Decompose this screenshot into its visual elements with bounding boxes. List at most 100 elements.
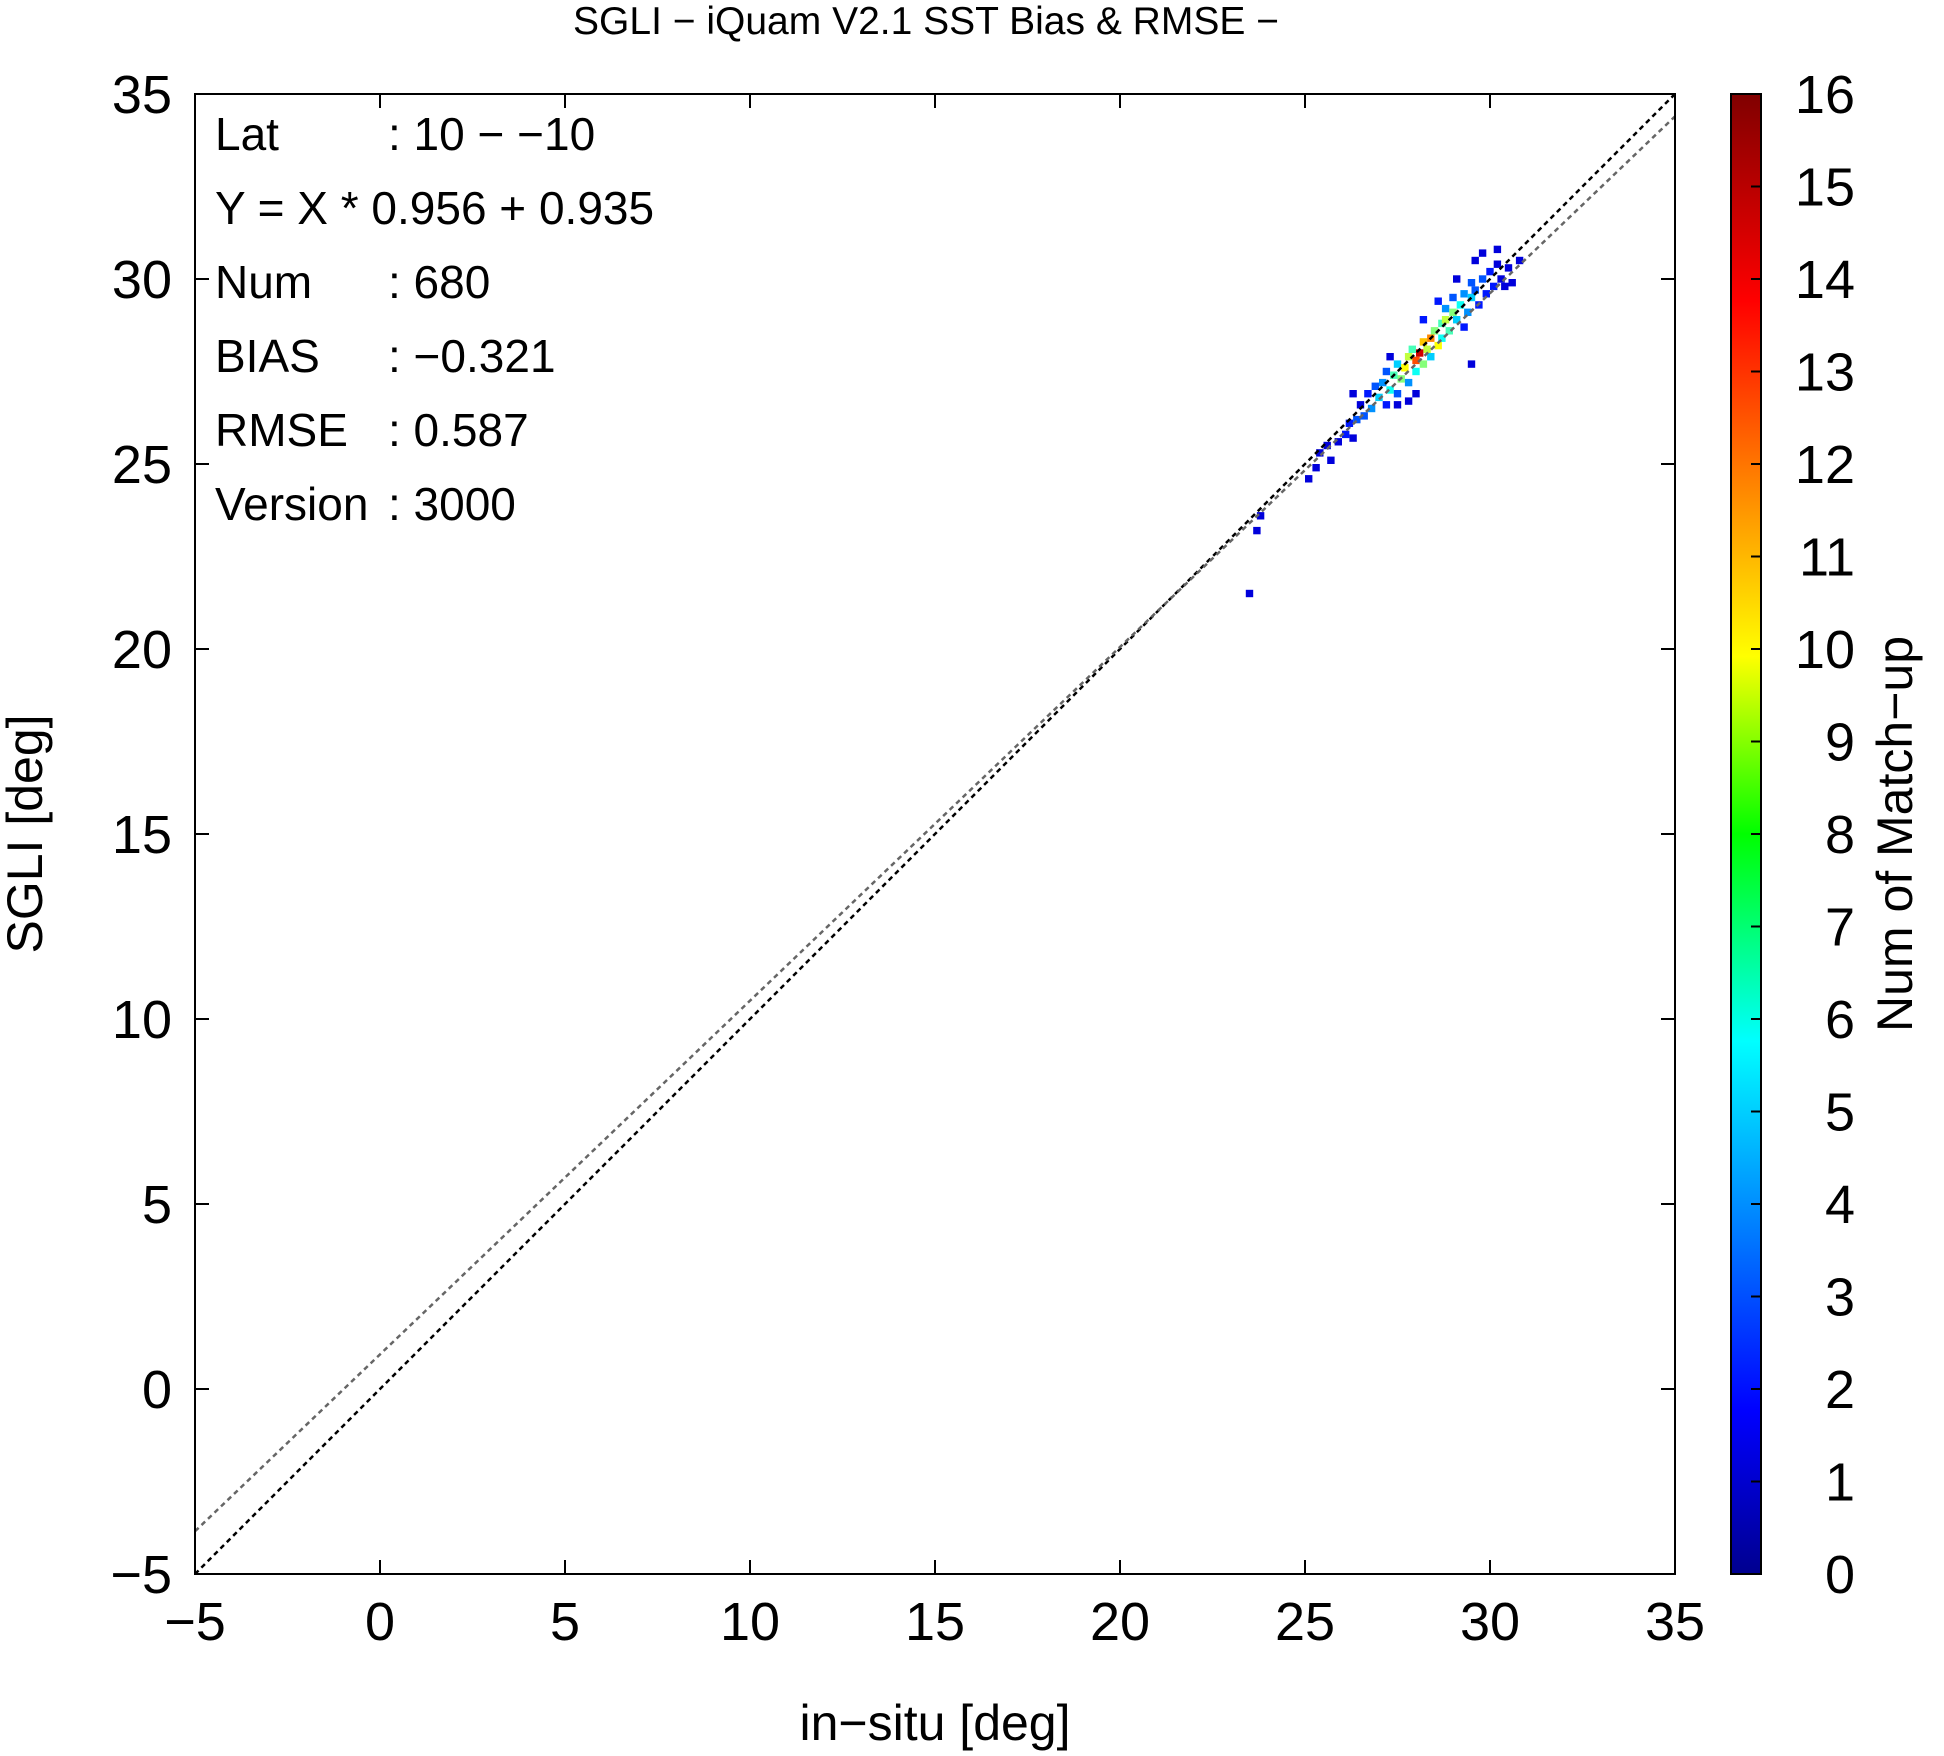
colorbar-tick-label: 6 (1825, 990, 1855, 1050)
stats-label: Lat (215, 108, 279, 160)
heatmap-cell (1342, 430, 1350, 439)
heatmap-cell (1427, 353, 1435, 361)
heatmap-cell (1349, 434, 1357, 442)
heatmap-cell (1375, 393, 1383, 402)
reference-lines (194, 93, 1676, 1575)
colorbar-tick-label: 12 (1795, 435, 1855, 495)
heatmap-cell (1393, 390, 1402, 398)
heatmap-cell (1349, 390, 1357, 398)
y-tick-label: 20 (112, 620, 172, 680)
colorbar-label: Num of Match−up (1867, 636, 1923, 1032)
heatmap-cell (1441, 304, 1450, 313)
heatmap-cell (1416, 349, 1424, 357)
heatmap-cell (1412, 367, 1420, 376)
x-tick-label: −5 (164, 1592, 226, 1652)
heatmap-cell (1456, 301, 1465, 309)
heatmap-cell (1386, 386, 1394, 394)
heatmap-cell (1393, 360, 1402, 368)
colorbar-tick-label: 7 (1825, 898, 1855, 958)
heatmap-cell (1379, 378, 1387, 387)
heatmap-cell (1493, 245, 1502, 254)
heatmap-cell (1464, 308, 1472, 316)
colorbar-tick-label: 5 (1825, 1083, 1855, 1143)
y-tick-label: 15 (112, 805, 172, 865)
heatmap-cell (1449, 293, 1457, 302)
colorbar-tick-label: 0 (1825, 1545, 1855, 1605)
x-tick-label: 0 (365, 1592, 395, 1652)
heatmap-cell (1423, 345, 1431, 353)
heatmap-cell (1490, 282, 1498, 291)
heatmap-cell (1419, 338, 1428, 346)
colorbar-tick-label: 11 (1799, 528, 1855, 588)
heatmap-cell (1367, 404, 1376, 413)
y-tick-label: 30 (112, 250, 172, 310)
y-tick-label: 10 (112, 990, 172, 1050)
heatmap-cell (1493, 260, 1502, 268)
heatmap-cell (1316, 449, 1324, 457)
heatmap-cell (1430, 327, 1439, 335)
y-axis: −5 0 5 10 15 20 25 30 35 (110, 65, 1675, 1605)
heatmap-cell (1445, 327, 1453, 335)
heatmap-cell (1312, 464, 1320, 472)
colorbar-tick-label: 9 (1825, 713, 1855, 773)
heatmap-cell (1323, 441, 1331, 450)
heatmap-cell (1253, 526, 1261, 535)
heatmap-cell (1360, 412, 1368, 420)
heatmap-cell (1504, 264, 1513, 272)
heatmap-cell (1441, 316, 1450, 324)
heatmap-cell (1471, 256, 1479, 265)
y-tick-label: 25 (112, 435, 172, 495)
heatmap-cell (1467, 293, 1476, 302)
x-tick-label: 10 (720, 1592, 780, 1652)
stats-value: : 680 (388, 256, 490, 308)
x-tick-label: 5 (550, 1592, 580, 1652)
heatmap-cell (1467, 360, 1476, 368)
colorbar-tick-label: 10 (1795, 620, 1855, 680)
heatmap-cell (1453, 275, 1461, 283)
heatmap-cell (1434, 297, 1442, 305)
heatmap-cell (1382, 401, 1391, 409)
heatmap-cell (1412, 390, 1420, 398)
heatmap-cell (1245, 589, 1254, 598)
y-axis-label: SGLI [deg] (0, 714, 53, 953)
stats-label: Num (215, 256, 312, 308)
colorbar-tick-label: 3 (1825, 1268, 1855, 1328)
heatmap-cell (1353, 415, 1361, 424)
heatmap-cell (1482, 290, 1490, 298)
heatmap-cell (1434, 341, 1442, 350)
colorbar-tick-label: 16 (1795, 65, 1855, 125)
stats-label: Version (215, 478, 368, 530)
heatmap-cell (1364, 390, 1372, 398)
heatmap-cell (1305, 475, 1313, 483)
heatmap-cell (1386, 353, 1394, 361)
heatmap-cell (1438, 319, 1446, 328)
heatmap-cell (1327, 456, 1335, 464)
heatmap-cell (1460, 290, 1468, 298)
stats-label: Y = X * 0.956 + 0.935 (215, 182, 654, 234)
stats-value: : 0.587 (388, 404, 529, 456)
regression-line (194, 115, 1676, 1533)
heatmap-cell (1478, 249, 1487, 257)
heatmap-cell (1408, 345, 1416, 353)
heatmap-cell (1419, 316, 1428, 324)
heatmap-cell (1412, 356, 1420, 365)
heatmap-cell (1478, 275, 1487, 283)
heatmap-cell (1508, 279, 1516, 287)
cells-layer (1245, 245, 1524, 598)
heatmap-cell (1401, 364, 1409, 372)
heatmap-cell (1460, 323, 1468, 331)
x-tick-label: 15 (905, 1592, 965, 1652)
heatmap-cell (1404, 378, 1413, 387)
colorbar-tick-label: 1 (1825, 1453, 1855, 1513)
stats-value: : −0.321 (388, 330, 556, 382)
heatmap-cell (1438, 334, 1446, 342)
heatmap-cell (1467, 279, 1476, 287)
heatmap-cell (1371, 382, 1379, 390)
heatmap-cell (1471, 286, 1479, 294)
stats-value: : 3000 (388, 478, 516, 530)
x-axis-label: in−situ [deg] (799, 1695, 1070, 1751)
heatmap-cell (1256, 512, 1265, 520)
stats-label: BIAS (215, 330, 320, 382)
